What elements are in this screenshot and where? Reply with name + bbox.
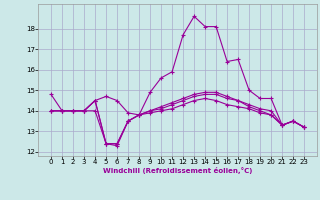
X-axis label: Windchill (Refroidissement éolien,°C): Windchill (Refroidissement éolien,°C) (103, 167, 252, 174)
